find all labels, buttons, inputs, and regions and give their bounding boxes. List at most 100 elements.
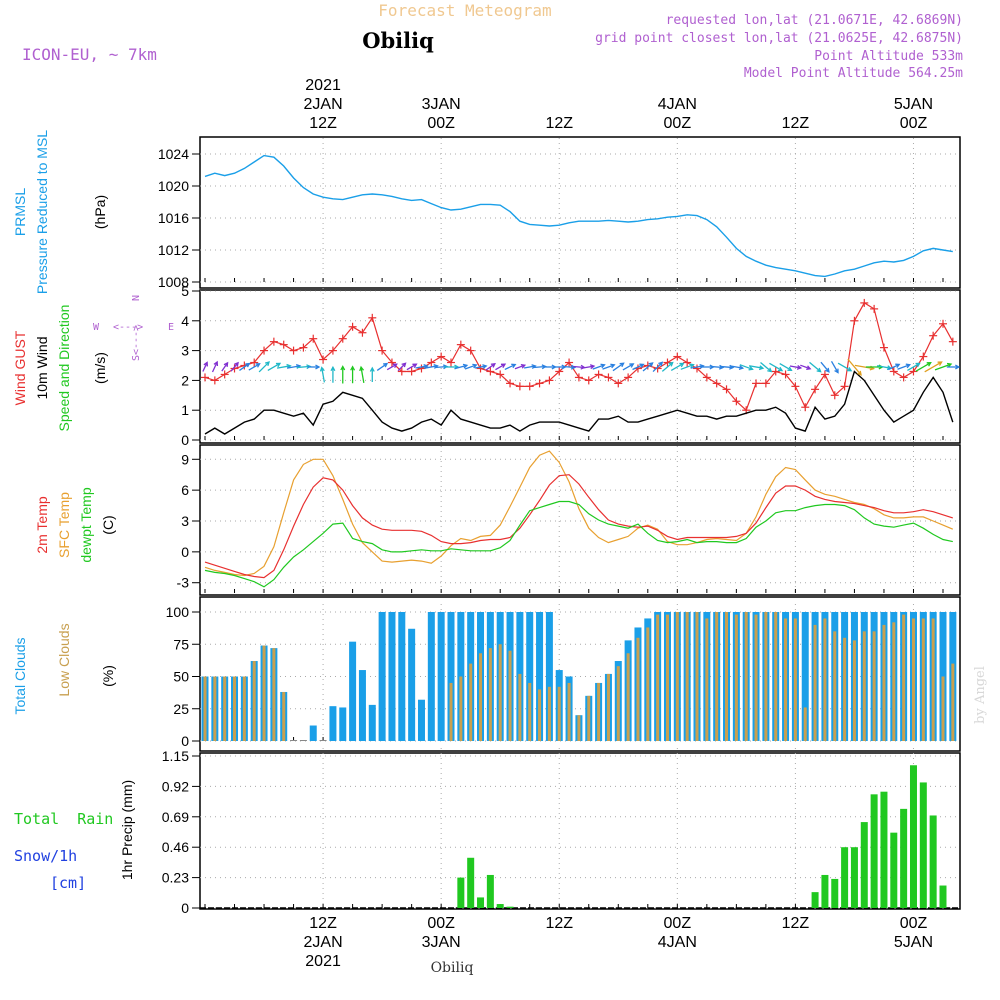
- wind-direction-arrow: [632, 363, 644, 371]
- total-cloud-bar: [358, 670, 366, 741]
- wind-arrow-head: [531, 364, 537, 369]
- time-axis-label: 3JAN: [422, 934, 461, 951]
- wind-direction-arrow: [592, 364, 605, 370]
- low-cloud-bar: [577, 715, 581, 741]
- wind-arrow-head: [689, 363, 695, 369]
- low-cloud-bar: [262, 645, 266, 741]
- temp-2m-label: 2m Temp: [34, 496, 50, 554]
- low-cloud-bar: [882, 624, 886, 741]
- low-cloud-bar: [223, 676, 227, 741]
- low-cloud-bar: [213, 676, 217, 741]
- low-cloud-bar: [479, 653, 483, 741]
- wind-arrow-head: [796, 364, 803, 370]
- y-tick-label: 2: [181, 372, 189, 388]
- wind-arrow-head: [520, 363, 527, 369]
- y-tick-label: 75: [173, 636, 189, 652]
- low-cloud-bar: [744, 612, 748, 741]
- wind-arrow-head: [915, 362, 921, 368]
- wind-arrow-head: [767, 367, 773, 373]
- low-cloud-bar: [793, 618, 797, 741]
- y-tick-label: 100: [166, 604, 190, 620]
- time-axis-label: 12Z: [782, 915, 810, 932]
- y-tick-label: 50: [173, 669, 189, 685]
- compass-n: N: [131, 295, 142, 301]
- y-tick-label: 1020: [158, 178, 189, 194]
- time-axis-label: 12Z: [545, 915, 573, 932]
- time-axis-label: 00Z: [900, 115, 928, 132]
- low-cloud-bar: [911, 618, 915, 741]
- low-cloud-bar: [547, 686, 551, 741]
- pressure-panel-frame: [199, 136, 961, 289]
- rain-bar: [467, 857, 475, 908]
- wind-arrow-head: [610, 363, 616, 369]
- low-cloud-bar: [754, 614, 758, 741]
- model-point-altitude: Model Point Altitude 564.25m: [744, 66, 963, 81]
- low-cloud-bar: [675, 612, 679, 741]
- wind-arrow-head: [926, 362, 932, 367]
- wind-direction-arrow: [622, 363, 634, 371]
- wind-arrow-head: [570, 364, 577, 370]
- low-cloud-bar: [833, 631, 837, 741]
- y-tick-label: 1024: [158, 146, 189, 162]
- y-tick-label: 3: [181, 513, 189, 529]
- compass-vertical-arrow: <--->: [131, 325, 142, 355]
- y-tick-label: -3: [177, 575, 190, 591]
- total-cloud-bar: [349, 641, 357, 741]
- wind-gust-line: [204, 302, 954, 412]
- wind-direction-arrow: [239, 363, 250, 371]
- time-axis-label: 12Z: [309, 115, 337, 132]
- footer-station: Obiliq: [431, 960, 474, 976]
- wind-arrow-head: [857, 370, 862, 376]
- rain-bar: [909, 765, 917, 908]
- wind-arrow-head: [824, 367, 830, 373]
- requested-coords: requested lon,lat (21.0671E, 42.6869N): [666, 13, 963, 28]
- low-cloud-bar: [252, 661, 256, 741]
- wind-direction-arrow: [924, 361, 942, 373]
- wind-arrow-head: [679, 362, 685, 368]
- wind-arrow-head: [806, 365, 812, 371]
- wind-direction-arrow: [769, 362, 783, 372]
- wind-arrow-head: [658, 361, 664, 367]
- low-cloud-bar: [715, 612, 719, 741]
- low-cloud-bar: [528, 682, 532, 741]
- wind-direction-arrow: [710, 365, 723, 369]
- wind-direction-arrow: [779, 363, 792, 371]
- y-tick-label: 5: [181, 283, 189, 299]
- time-axis-label: 2JAN: [304, 934, 343, 951]
- compass-s: S: [131, 355, 142, 361]
- wind-compass: W E <---> <---> N S: [93, 295, 174, 361]
- low-cloud-bar: [803, 707, 807, 741]
- y-tick-label: 25: [173, 701, 189, 717]
- temp-dewpt-line: [204, 500, 953, 588]
- wind-arrow-head: [629, 363, 635, 368]
- wind-arrow-head: [668, 361, 674, 367]
- wind-direction-arrow: [425, 365, 438, 369]
- rain-bar: [496, 904, 504, 908]
- wind-arrow-head: [847, 366, 853, 372]
- y-tick-label: 0: [181, 733, 189, 749]
- wind-direction-arrow: [729, 365, 743, 369]
- wind-direction-arrow: [739, 364, 753, 370]
- wind-direction-arrow: [800, 364, 811, 370]
- wind-arrow-head: [275, 362, 282, 368]
- wind-direction-arrow: [321, 367, 326, 383]
- wind-direction-arrow: [258, 361, 270, 373]
- time-axis-label: 2021: [305, 77, 341, 94]
- wind-arrow-head: [834, 368, 839, 374]
- temp-sfc-label: SFC Temp: [56, 492, 72, 558]
- wind-speed-direction-label: Speed and Direction: [56, 305, 72, 432]
- wind-direction-arrow: [642, 362, 654, 372]
- y-tick-label: 1.15: [162, 748, 189, 764]
- low-cloud-bar: [557, 686, 561, 741]
- y-tick-label: 1: [181, 402, 189, 418]
- compass-horizontal-arrow: <--->: [113, 322, 143, 333]
- rain-bar: [850, 847, 858, 908]
- wind-direction-arrow: [612, 362, 624, 372]
- low-cloud-bar: [902, 614, 906, 741]
- low-cloud-bar: [892, 622, 896, 741]
- low-cloud-bar: [852, 640, 856, 741]
- station-name: Obiliq: [362, 28, 434, 53]
- wind-direction-arrow: [397, 362, 406, 372]
- wind-direction-arrow: [287, 365, 301, 369]
- low-cloud-bar: [488, 648, 492, 741]
